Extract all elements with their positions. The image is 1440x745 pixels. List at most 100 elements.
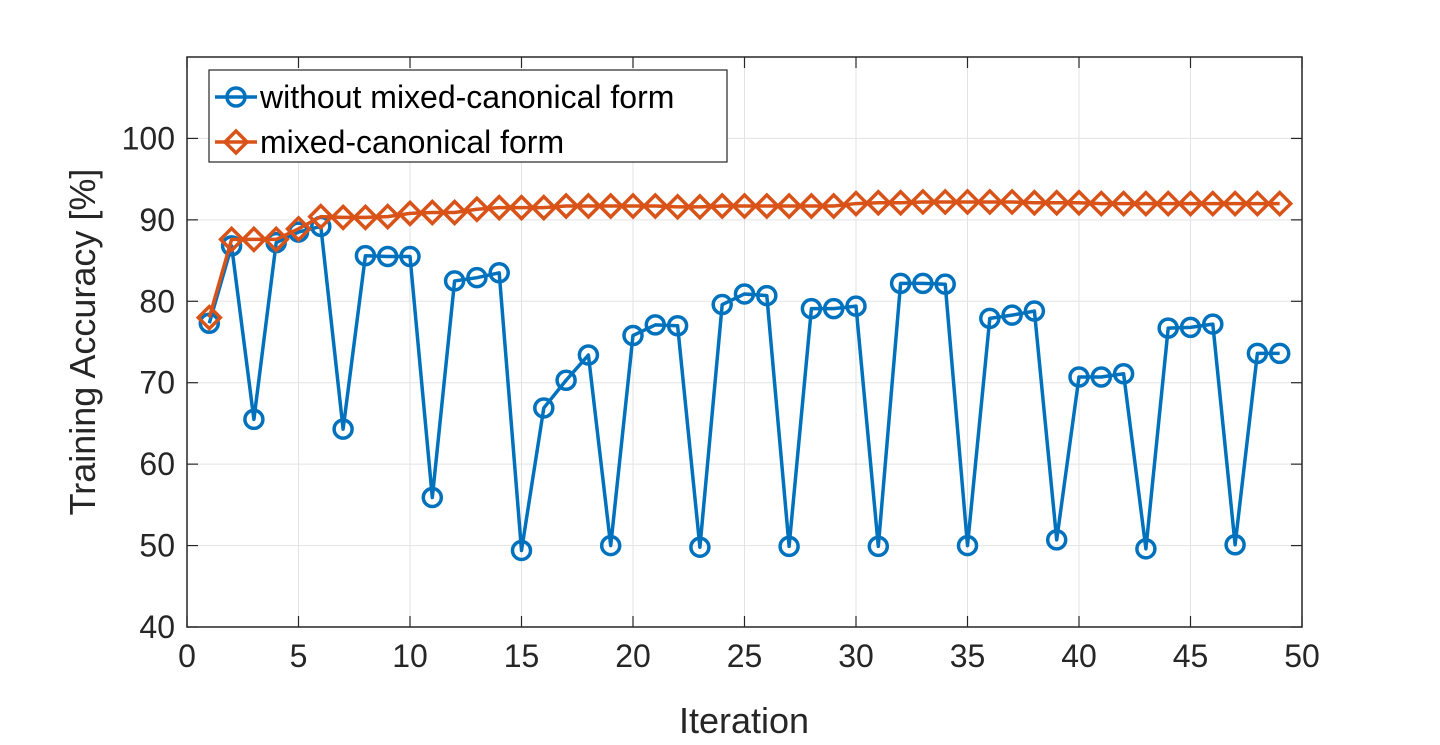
data-point-circle	[1268, 342, 1291, 365]
data-point-circle	[510, 539, 533, 562]
data-point-diamond	[686, 193, 714, 221]
data-point-diamond	[574, 192, 602, 220]
data-point-diamond	[864, 189, 892, 217]
x-tick-label: 10	[392, 638, 428, 674]
data-point-circle	[1246, 342, 1269, 365]
tick-labels: 0 5 10 15 20 25 30 35 40 45 50 40 50 60 70 80 90 100	[122, 120, 1320, 674]
data-point-circle	[1090, 366, 1113, 388]
x-tick-label: 5	[290, 638, 308, 674]
data-point-circle	[689, 536, 711, 558]
data-point-diamond	[619, 192, 647, 220]
x-tick-label: 15	[504, 638, 540, 674]
data-point-diamond	[820, 192, 848, 220]
data-point-diamond	[240, 225, 268, 253]
tick-marks	[186, 57, 1303, 628]
data-point-diamond	[664, 193, 692, 221]
data-point-circle	[912, 272, 934, 295]
y-tick-label: 50	[139, 528, 175, 564]
data-point-diamond	[508, 194, 535, 222]
data-point-circle	[1068, 366, 1090, 388]
data-point-diamond	[1087, 190, 1115, 218]
legend-label-series-2: mixed-canonical form	[260, 124, 564, 160]
data-point-circle	[488, 262, 510, 284]
data-point-diamond	[307, 203, 335, 231]
data-point-circle	[1112, 363, 1135, 385]
data-point-circle	[243, 408, 265, 431]
data-point-circle	[822, 297, 845, 320]
data-point-diamond	[842, 190, 870, 218]
data-point-diamond	[441, 199, 469, 227]
y-tick-label: 80	[139, 283, 175, 319]
data-point-circle	[555, 369, 577, 392]
data-point-circle	[399, 245, 421, 268]
y-tick-label: 60	[139, 446, 175, 482]
data-point-diamond	[1221, 190, 1249, 218]
legend-marker-series-1	[225, 86, 247, 108]
y-tick-label: 70	[139, 365, 175, 401]
data-point-circle	[622, 324, 644, 347]
legend: without mixed-canonical form mixed-canon…	[208, 69, 728, 163]
data-point-diamond	[418, 199, 446, 227]
data-point-circle	[956, 534, 979, 557]
data-point-circle	[644, 314, 667, 336]
x-tick-label: 25	[727, 638, 763, 674]
data-point-diamond	[485, 194, 513, 222]
legend-box	[208, 69, 728, 163]
data-point-diamond	[1266, 190, 1294, 218]
data-point-diamond	[285, 215, 312, 243]
series-layer	[195, 188, 1294, 562]
data-point-diamond	[775, 192, 803, 220]
legend-marker-series-2	[222, 128, 250, 156]
data-point-diamond	[218, 225, 246, 253]
data-point-circle	[979, 307, 1001, 330]
data-point-diamond	[909, 188, 937, 216]
x-tick-label: 50	[1284, 638, 1320, 674]
data-point-diamond	[797, 192, 825, 220]
y-tick-label: 100	[122, 120, 175, 156]
data-point-circle	[800, 297, 823, 320]
data-point-diamond	[998, 188, 1026, 216]
y-axis-label: Training Accuracy [%]	[62, 169, 103, 516]
series-2	[195, 188, 1294, 332]
data-point-circle	[1202, 313, 1224, 335]
data-point-circle	[1224, 534, 1246, 556]
data-point-diamond	[1110, 190, 1138, 218]
data-point-circle	[889, 272, 912, 295]
data-point-circle	[421, 486, 444, 509]
data-point-circle	[577, 344, 600, 366]
x-tick-label: 20	[615, 638, 651, 674]
data-point-diamond	[195, 304, 223, 332]
data-point-diamond	[1020, 189, 1048, 217]
data-point-circle	[1001, 304, 1023, 326]
x-tick-label: 30	[838, 638, 874, 674]
data-point-diamond	[753, 192, 781, 220]
data-point-diamond	[262, 225, 290, 253]
data-point-diamond	[552, 192, 580, 220]
data-point-circle	[599, 534, 622, 557]
data-point-circle	[443, 270, 466, 292]
legend-label-series-1: without mixed-canonical form	[259, 79, 674, 115]
data-point-diamond	[931, 188, 959, 216]
data-point-diamond	[731, 192, 758, 220]
data-point-diamond	[1199, 190, 1227, 218]
data-point-diamond	[641, 192, 669, 220]
data-point-circle	[867, 535, 890, 558]
x-tick-label: 0	[178, 638, 196, 674]
data-point-diamond	[1043, 189, 1071, 217]
x-tick-label: 35	[950, 638, 986, 674]
x-tick-label: 45	[1173, 638, 1209, 674]
data-point-diamond	[463, 195, 491, 223]
y-tick-label: 90	[139, 202, 175, 238]
data-point-diamond	[329, 203, 357, 231]
data-point-circle	[778, 535, 800, 558]
data-point-diamond	[374, 203, 402, 231]
data-point-diamond	[396, 199, 424, 227]
x-axis-label: Iteration	[679, 700, 809, 741]
data-point-circle	[711, 293, 733, 316]
data-point-diamond	[1154, 190, 1182, 218]
data-point-diamond	[597, 192, 625, 220]
data-point-circle	[1135, 538, 1157, 560]
data-point-circle	[733, 283, 756, 305]
data-point-circle	[845, 295, 867, 317]
